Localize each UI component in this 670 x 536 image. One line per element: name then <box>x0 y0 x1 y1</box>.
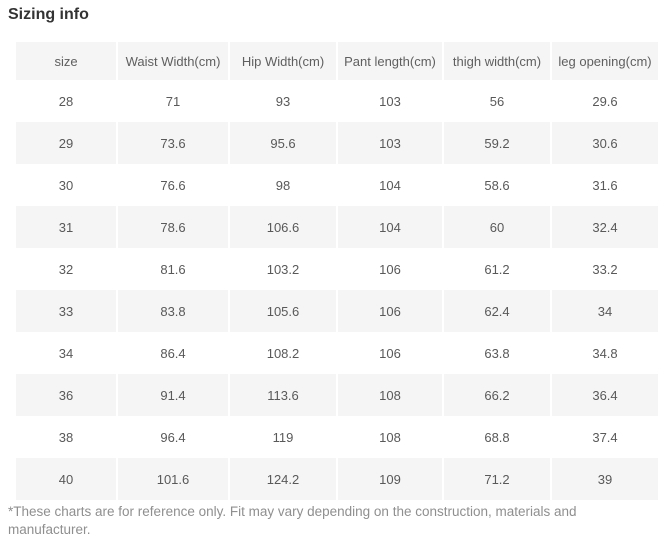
sizing-table-head-row: size Waist Width(cm) Hip Width(cm) Pant len… <box>16 42 658 80</box>
table-cell: 95.6 <box>230 122 336 164</box>
table-cell: 108 <box>338 374 442 416</box>
table-cell: 29.6 <box>552 80 658 122</box>
table-cell: 34 <box>16 332 116 374</box>
page-title: Sizing info <box>8 6 89 23</box>
table-cell: 36.4 <box>552 374 658 416</box>
table-cell: 113.6 <box>230 374 336 416</box>
footnote: *These charts are for reference only. Fi… <box>8 504 577 536</box>
table-cell: 108 <box>338 416 442 458</box>
table-cell: 33 <box>16 290 116 332</box>
sizing-table: size Waist Width(cm) Hip Width(cm) Pant len… <box>14 42 660 500</box>
table-cell: 38 <box>16 416 116 458</box>
table-cell: 37.4 <box>552 416 658 458</box>
table-cell: 105.6 <box>230 290 336 332</box>
table-cell: 91.4 <box>118 374 228 416</box>
table-cell: 108.2 <box>230 332 336 374</box>
table-cell: 31.6 <box>552 164 658 206</box>
table-cell: 39 <box>552 458 658 500</box>
table-cell: 40 <box>16 458 116 500</box>
table-cell: 76.6 <box>118 164 228 206</box>
table-cell: 71 <box>118 80 228 122</box>
table-cell: 106 <box>338 332 442 374</box>
table-cell: 98 <box>230 164 336 206</box>
table-row: 36 91.4 113.6 108 66.2 36.4 <box>16 374 658 416</box>
table-cell: 86.4 <box>118 332 228 374</box>
column-header: Waist Width(cm) <box>118 42 228 80</box>
table-cell: 30.6 <box>552 122 658 164</box>
table-cell: 71.2 <box>444 458 550 500</box>
table-cell: 66.2 <box>444 374 550 416</box>
table-row: 34 86.4 108.2 106 63.8 34.8 <box>16 332 658 374</box>
table-cell: 101.6 <box>118 458 228 500</box>
sizing-table-body: 28 71 93 103 56 29.6 29 73.6 95.6 103 59.2 30.6 30 76… <box>16 80 658 500</box>
table-row: 31 78.6 106.6 104 60 32.4 <box>16 206 658 248</box>
table-cell: 61.2 <box>444 248 550 290</box>
table-cell: 62.4 <box>444 290 550 332</box>
column-header: Hip Width(cm) <box>230 42 336 80</box>
table-cell: 29 <box>16 122 116 164</box>
table-cell: 59.2 <box>444 122 550 164</box>
table-cell: 32 <box>16 248 116 290</box>
table-cell: 28 <box>16 80 116 122</box>
table-cell: 30 <box>16 164 116 206</box>
table-row: 28 71 93 103 56 29.6 <box>16 80 658 122</box>
table-cell: 34.8 <box>552 332 658 374</box>
table-cell: 103.2 <box>230 248 336 290</box>
table-cell: 73.6 <box>118 122 228 164</box>
table-cell: 96.4 <box>118 416 228 458</box>
table-cell: 31 <box>16 206 116 248</box>
column-header: size <box>16 42 116 80</box>
table-cell: 103 <box>338 122 442 164</box>
table-cell: 106 <box>338 248 442 290</box>
table-cell: 104 <box>338 206 442 248</box>
table-cell: 106 <box>338 290 442 332</box>
table-cell: 104 <box>338 164 442 206</box>
table-row: 30 76.6 98 104 58.6 31.6 <box>16 164 658 206</box>
table-cell: 119 <box>230 416 336 458</box>
table-cell: 106.6 <box>230 206 336 248</box>
table-cell: 36 <box>16 374 116 416</box>
table-cell: 103 <box>338 80 442 122</box>
table-row: 40 101.6 124.2 109 71.2 39 <box>16 458 658 500</box>
table-cell: 93 <box>230 80 336 122</box>
table-cell: 32.4 <box>552 206 658 248</box>
column-header: leg opening(cm) <box>552 42 658 80</box>
table-cell: 81.6 <box>118 248 228 290</box>
table-row: 33 83.8 105.6 106 62.4 34 <box>16 290 658 332</box>
table-cell: 124.2 <box>230 458 336 500</box>
table-cell: 109 <box>338 458 442 500</box>
table-row: 38 96.4 119 108 68.8 37.4 <box>16 416 658 458</box>
table-row: 29 73.6 95.6 103 59.2 30.6 <box>16 122 658 164</box>
table-cell: 33.2 <box>552 248 658 290</box>
table-cell: 60 <box>444 206 550 248</box>
table-cell: 34 <box>552 290 658 332</box>
table-cell: 63.8 <box>444 332 550 374</box>
table-cell: 78.6 <box>118 206 228 248</box>
table-cell: 83.8 <box>118 290 228 332</box>
table-cell: 58.6 <box>444 164 550 206</box>
table-cell: 56 <box>444 80 550 122</box>
table-cell: 68.8 <box>444 416 550 458</box>
column-header: thigh width(cm) <box>444 42 550 80</box>
column-header: Pant length(cm) <box>338 42 442 80</box>
table-row: 32 81.6 103.2 106 61.2 33.2 <box>16 248 658 290</box>
